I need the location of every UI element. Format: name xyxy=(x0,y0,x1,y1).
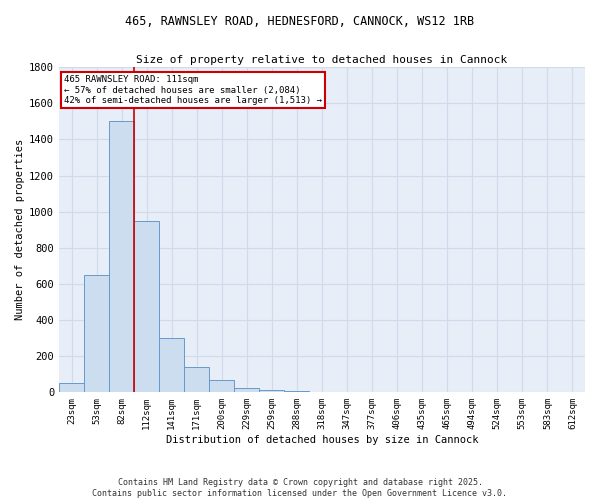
Y-axis label: Number of detached properties: Number of detached properties xyxy=(15,139,25,320)
Bar xyxy=(235,388,259,392)
Bar xyxy=(134,220,159,392)
Bar xyxy=(209,380,235,392)
Bar xyxy=(259,390,284,392)
Bar xyxy=(59,384,84,392)
Bar xyxy=(184,367,209,392)
Bar xyxy=(84,275,109,392)
Bar xyxy=(109,122,134,392)
Bar xyxy=(159,338,184,392)
Text: Contains HM Land Registry data © Crown copyright and database right 2025.
Contai: Contains HM Land Registry data © Crown c… xyxy=(92,478,508,498)
X-axis label: Distribution of detached houses by size in Cannock: Distribution of detached houses by size … xyxy=(166,435,478,445)
Text: 465 RAWNSLEY ROAD: 111sqm
← 57% of detached houses are smaller (2,084)
42% of se: 465 RAWNSLEY ROAD: 111sqm ← 57% of detac… xyxy=(64,76,322,105)
Text: 465, RAWNSLEY ROAD, HEDNESFORD, CANNOCK, WS12 1RB: 465, RAWNSLEY ROAD, HEDNESFORD, CANNOCK,… xyxy=(125,15,475,28)
Title: Size of property relative to detached houses in Cannock: Size of property relative to detached ho… xyxy=(136,55,508,65)
